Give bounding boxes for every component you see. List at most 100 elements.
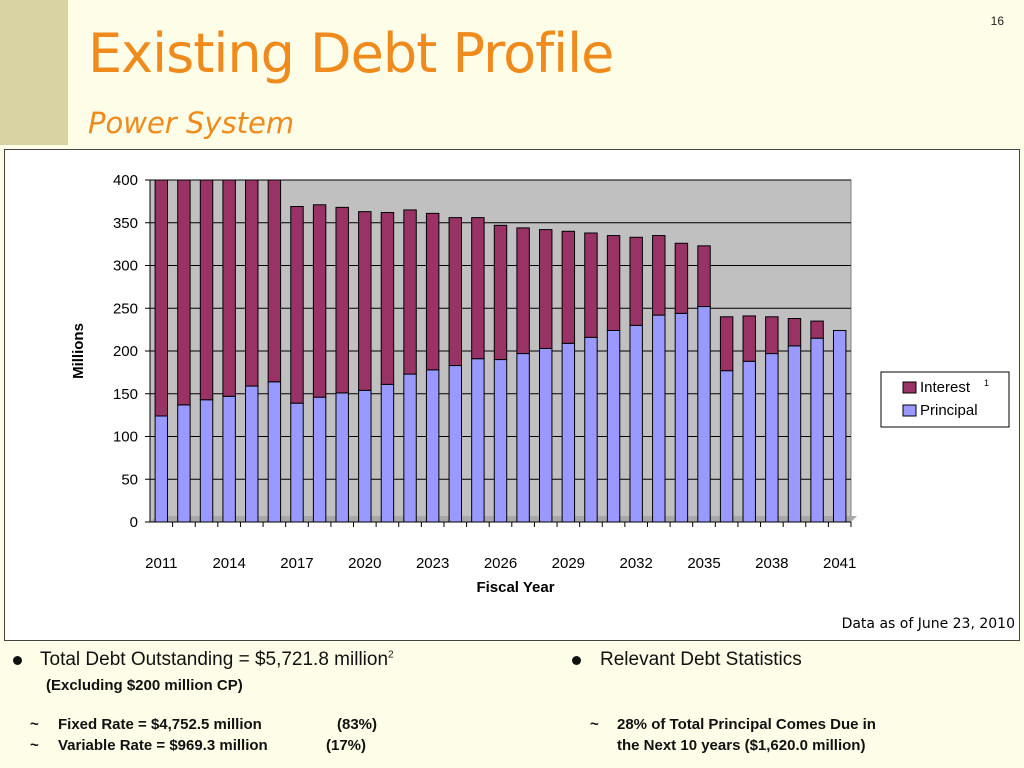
bar-interest-2012 — [177, 179, 191, 406]
principal-due-line2: the Next 10 years ($1,620.0 million) — [617, 737, 866, 754]
bar-interest-2014 — [222, 179, 236, 397]
y-tick-label: 300 — [113, 258, 138, 275]
bar-interest-2021 — [380, 211, 395, 385]
bar-principal-2016 — [267, 381, 282, 523]
bar-interest-2037 — [742, 315, 756, 362]
bar-principal-2017 — [290, 402, 304, 523]
bar-interest-2022 — [403, 209, 417, 375]
x-tick-label: 2038 — [755, 555, 788, 572]
bar-principal-2028 — [539, 347, 553, 523]
x-axis-title: Fiscal Year — [476, 579, 554, 596]
bar-interest-2019 — [335, 206, 349, 394]
bar-principal-2033 — [652, 314, 666, 523]
x-tick-label: 2029 — [552, 555, 585, 572]
bar-principal-2030 — [584, 336, 598, 523]
tilde-marker: ~ — [590, 716, 599, 733]
bar-principal-2015 — [245, 385, 259, 523]
y-tick-label: 400 — [113, 172, 138, 189]
bar-interest-2015 — [245, 179, 259, 387]
bar-interest-2035 — [697, 245, 711, 308]
bullet-dot — [572, 656, 581, 665]
x-tick-label: 2017 — [280, 555, 313, 572]
bar-interest-2011 — [154, 179, 169, 417]
tilde-marker: ~ — [30, 737, 39, 754]
bar-principal-2036 — [719, 370, 734, 523]
legend-label-principal: Principal — [920, 402, 978, 419]
y-tick-label: 0 — [130, 514, 138, 531]
bar-principal-2038 — [765, 353, 779, 523]
bar-interest-2024 — [448, 217, 462, 367]
y-axis-title: Millions — [70, 323, 87, 379]
debt-statistics-heading: Relevant Debt Statistics — [600, 649, 802, 670]
bar-principal-2022 — [403, 373, 417, 523]
bar-principal-2026 — [493, 359, 508, 523]
bar-principal-2039 — [787, 345, 802, 523]
debt-profile-chart: 0 50 100 150 200 250 300 350 400 2011 2014 2017 2020… — [70, 172, 1010, 596]
slide-title: Existing Debt Profile — [88, 22, 614, 85]
bar-interest-2013 — [199, 179, 214, 401]
x-tick-label: 2011 — [145, 555, 177, 572]
bar-principal-2024 — [448, 365, 462, 523]
bullet-section: Total Debt Outstanding = $5,721.8 millio… — [0, 640, 1024, 768]
legend-box — [880, 371, 1010, 428]
bullet-dot — [13, 656, 22, 665]
x-tick-label: 2020 — [348, 555, 381, 572]
bar-interest-2039 — [787, 318, 802, 347]
bar-principal-2031 — [606, 329, 621, 523]
bar-principal-2029 — [561, 342, 576, 523]
page-number: 16 — [990, 14, 1004, 28]
bar-principal-2021 — [380, 383, 395, 523]
variable-rate-text: Variable Rate = $969.3 million — [58, 737, 268, 754]
bar-principal-2013 — [199, 399, 214, 523]
y-tick-label: 50 — [121, 471, 138, 488]
legend-label-interest: Interest — [920, 379, 971, 396]
legend-swatch-principal — [902, 404, 917, 417]
bar-interest-2040 — [810, 320, 824, 339]
bar-interest-2029 — [561, 230, 576, 344]
bar-interest-2036 — [719, 316, 734, 372]
bar-principal-2019 — [335, 392, 349, 523]
variable-rate-pct: (17%) — [326, 737, 367, 754]
bar-principal-2032 — [629, 324, 643, 523]
bar-principal-2023 — [425, 369, 440, 523]
total-debt-text: Total Debt Outstanding = $5,721.8 millio… — [40, 649, 394, 670]
fixed-rate-pct: (83%) — [337, 716, 378, 733]
bar-principal-2020 — [358, 389, 372, 523]
bar-interest-2020 — [358, 211, 372, 391]
sidebar-bar — [0, 0, 68, 145]
bar-interest-2030 — [584, 232, 598, 338]
x-tick-label: 2026 — [484, 555, 517, 572]
tilde-marker: ~ — [30, 716, 39, 733]
y-tick-label: 100 — [113, 429, 138, 446]
bar-principal-2040 — [810, 337, 824, 523]
bar-principal-2034 — [674, 312, 689, 523]
bar-principal-2012 — [177, 404, 191, 523]
excluding-cp-text: (Excluding $200 million CP) — [46, 677, 243, 694]
bar-interest-2033 — [652, 235, 666, 316]
x-tick-label: 2023 — [416, 555, 449, 572]
bar-principal-2014 — [222, 395, 236, 523]
bar-principal-2041 — [832, 329, 847, 523]
bar-interest-2025 — [471, 217, 485, 360]
bar-principal-2011 — [154, 415, 169, 523]
y-tick-label: 350 — [113, 215, 138, 232]
bar-principal-2027 — [516, 353, 530, 523]
bar-interest-2023 — [425, 212, 440, 371]
x-tick-label: 2035 — [687, 555, 720, 572]
y-tick-label: 200 — [113, 343, 138, 360]
legend-swatch-interest — [902, 381, 917, 394]
fixed-rate-text: Fixed Rate = $4,752.5 million — [58, 716, 262, 733]
data-date-note: Data as of June 23, 2010 — [841, 616, 1015, 632]
bar-interest-2027 — [516, 227, 530, 355]
bar-principal-2025 — [471, 358, 485, 523]
bar-interest-2016 — [267, 179, 282, 383]
bar-principal-2018 — [312, 396, 327, 523]
bar-interest-2038 — [765, 316, 779, 355]
principal-due-line1: 28% of Total Principal Comes Due in — [617, 716, 876, 733]
bar-interest-2028 — [539, 229, 553, 349]
bar-principal-2035 — [697, 306, 711, 523]
bar-interest-2034 — [674, 242, 689, 314]
bar-interest-2017 — [290, 206, 304, 404]
bar-principal-2037 — [742, 360, 756, 523]
x-tick-label: 2041 — [823, 555, 856, 572]
